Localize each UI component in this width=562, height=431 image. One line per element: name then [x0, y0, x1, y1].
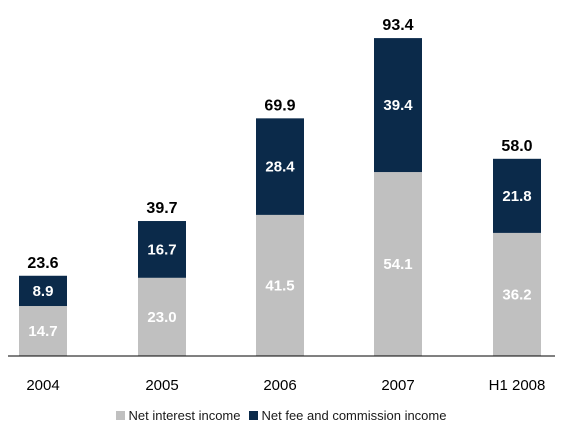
legend-swatch-net-fee-and-commission-income [248, 411, 258, 420]
x-tick-label-h1-2008: H1 2008 [489, 377, 546, 394]
data-label-net-fee-commission-income-2006: 28.4 [265, 159, 295, 176]
legend-swatch-net-interest-income [115, 411, 125, 420]
legend-label-net-interest-income: Net interest income [128, 408, 241, 423]
data-label-net-fee-commission-income-2007: 39.4 [383, 97, 413, 114]
bars-layer [19, 38, 541, 356]
x-tick-label-2007: 2007 [381, 377, 414, 394]
total-label-2007: 93.4 [382, 17, 413, 34]
data-label-net-fee-commission-income-2005: 16.7 [147, 241, 176, 258]
x-tick-label-2004: 2004 [26, 377, 59, 394]
bar-segment-net-fee-commission-income-2005 [138, 221, 186, 278]
labels-layer: 14.7 8.9 23.6 2004 23.0 16.7 39.7 2005 41.5 28.4 6… [26, 17, 545, 394]
bar-segment-net-fee-commission-income-2004 [19, 275, 67, 307]
total-label-h1-2008: 58.0 [501, 138, 532, 155]
x-tick-label-2005: 2005 [145, 377, 178, 394]
data-label-net-interest-income-h1-2008: 36.2 [502, 286, 531, 303]
bar-segment-net-interest-income-h1-2008 [493, 232, 541, 356]
data-label-net-interest-income-2004: 14.7 [28, 323, 57, 340]
total-label-2005: 39.7 [146, 200, 177, 217]
data-label-net-interest-income-2007: 54.1 [383, 256, 412, 273]
data-label-net-interest-income-2006: 41.5 [265, 277, 294, 294]
total-label-2004: 23.6 [27, 255, 58, 272]
bar-segment-net-interest-income-2004 [19, 306, 67, 356]
bar-segment-net-fee-commission-income-2007 [374, 38, 422, 173]
bar-segment-net-interest-income-2005 [138, 277, 186, 356]
total-label-2006: 69.9 [264, 97, 295, 114]
bar-segment-net-interest-income-2007 [374, 172, 422, 356]
bar-segment-net-fee-commission-income-h1-2008 [493, 158, 541, 233]
x-tick-label-2006: 2006 [263, 377, 296, 394]
bar-segment-net-interest-income-2006 [256, 214, 304, 356]
legend: Net interest income Net fee and commissi… [0, 408, 562, 423]
bar-segment-net-fee-commission-income-2006 [256, 118, 304, 215]
data-label-net-fee-commission-income-h1-2008: 21.8 [502, 188, 531, 205]
legend-label-net-fee-and-commission-income: Net fee and commission income [261, 408, 447, 423]
data-label-net-fee-commission-income-2004: 8.9 [33, 283, 54, 300]
legend-item-net-fee-and-commission-income: Net fee and commission income [248, 408, 447, 423]
data-label-net-interest-income-2005: 23.0 [147, 309, 176, 326]
legend-item-net-interest-income: Net interest income [115, 408, 241, 423]
